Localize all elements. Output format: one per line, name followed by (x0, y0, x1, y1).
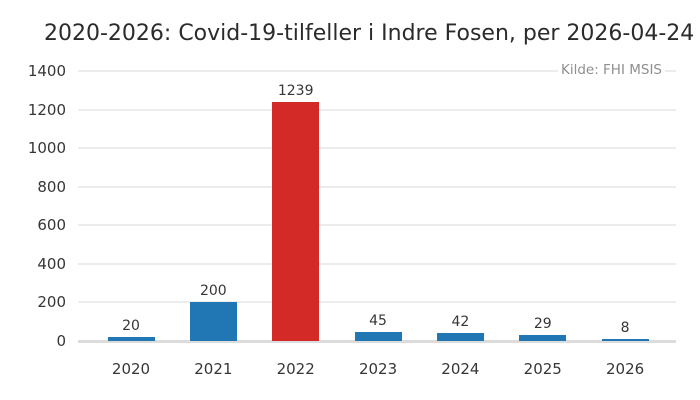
y-tick-label: 800 (37, 177, 66, 196)
gridline (78, 108, 676, 111)
gridline (78, 301, 676, 304)
gridline (78, 70, 676, 72)
gridline (78, 185, 676, 188)
x-tick-label: 2024 (441, 360, 480, 378)
x-axis: 2020 2021 2022 2023 2024 2025 2026 (78, 341, 676, 391)
y-tick-label: 400 (37, 254, 66, 273)
x-tick-label: 2025 (523, 360, 562, 378)
bar-2026 (601, 339, 649, 341)
gridline (78, 147, 676, 150)
bar-value-label: 45 (369, 313, 387, 330)
bar-2025 (519, 335, 567, 341)
bar-2024 (436, 332, 484, 341)
y-tick-label: 200 (37, 293, 66, 312)
bar-2023 (354, 332, 402, 341)
x-tick-label: 2026 (606, 360, 645, 378)
bar-value-label: 8 (620, 320, 630, 337)
y-tick-label: 600 (37, 216, 66, 235)
bar-2022 (272, 102, 320, 341)
y-tick-label: 0 (56, 332, 66, 350)
bar-value-label: 1239 (277, 83, 314, 100)
bar-value-label: 20 (122, 318, 140, 335)
x-tick-label: 2022 (276, 360, 315, 378)
bar-2021 (189, 302, 237, 341)
bar-value-label: 29 (533, 316, 552, 333)
x-tick-label: 2020 (111, 360, 151, 378)
y-axis: 0 200 400 600 800 1000 1200 1400 (0, 62, 66, 350)
gridline (78, 224, 676, 227)
chart-title: 2020-2026: Covid-19-tilfeller i Indre Fo… (44, 21, 695, 46)
bar-value-label: 200 (199, 283, 227, 300)
bar-2020 (107, 337, 155, 341)
bar-value-label: 42 (451, 313, 470, 330)
zero-gridline (78, 340, 676, 343)
source-note: Kilde: FHI MSIS (557, 62, 665, 78)
y-tick-label: 1000 (27, 139, 66, 158)
y-tick-label: 1200 (27, 100, 66, 119)
y-tick-label: 1400 (27, 62, 66, 80)
plot-area: 20 200 1239 45 42 29 8 (78, 70, 676, 343)
gridline (78, 262, 676, 265)
x-tick-label: 2021 (194, 360, 233, 378)
x-tick-label: 2023 (358, 360, 398, 378)
